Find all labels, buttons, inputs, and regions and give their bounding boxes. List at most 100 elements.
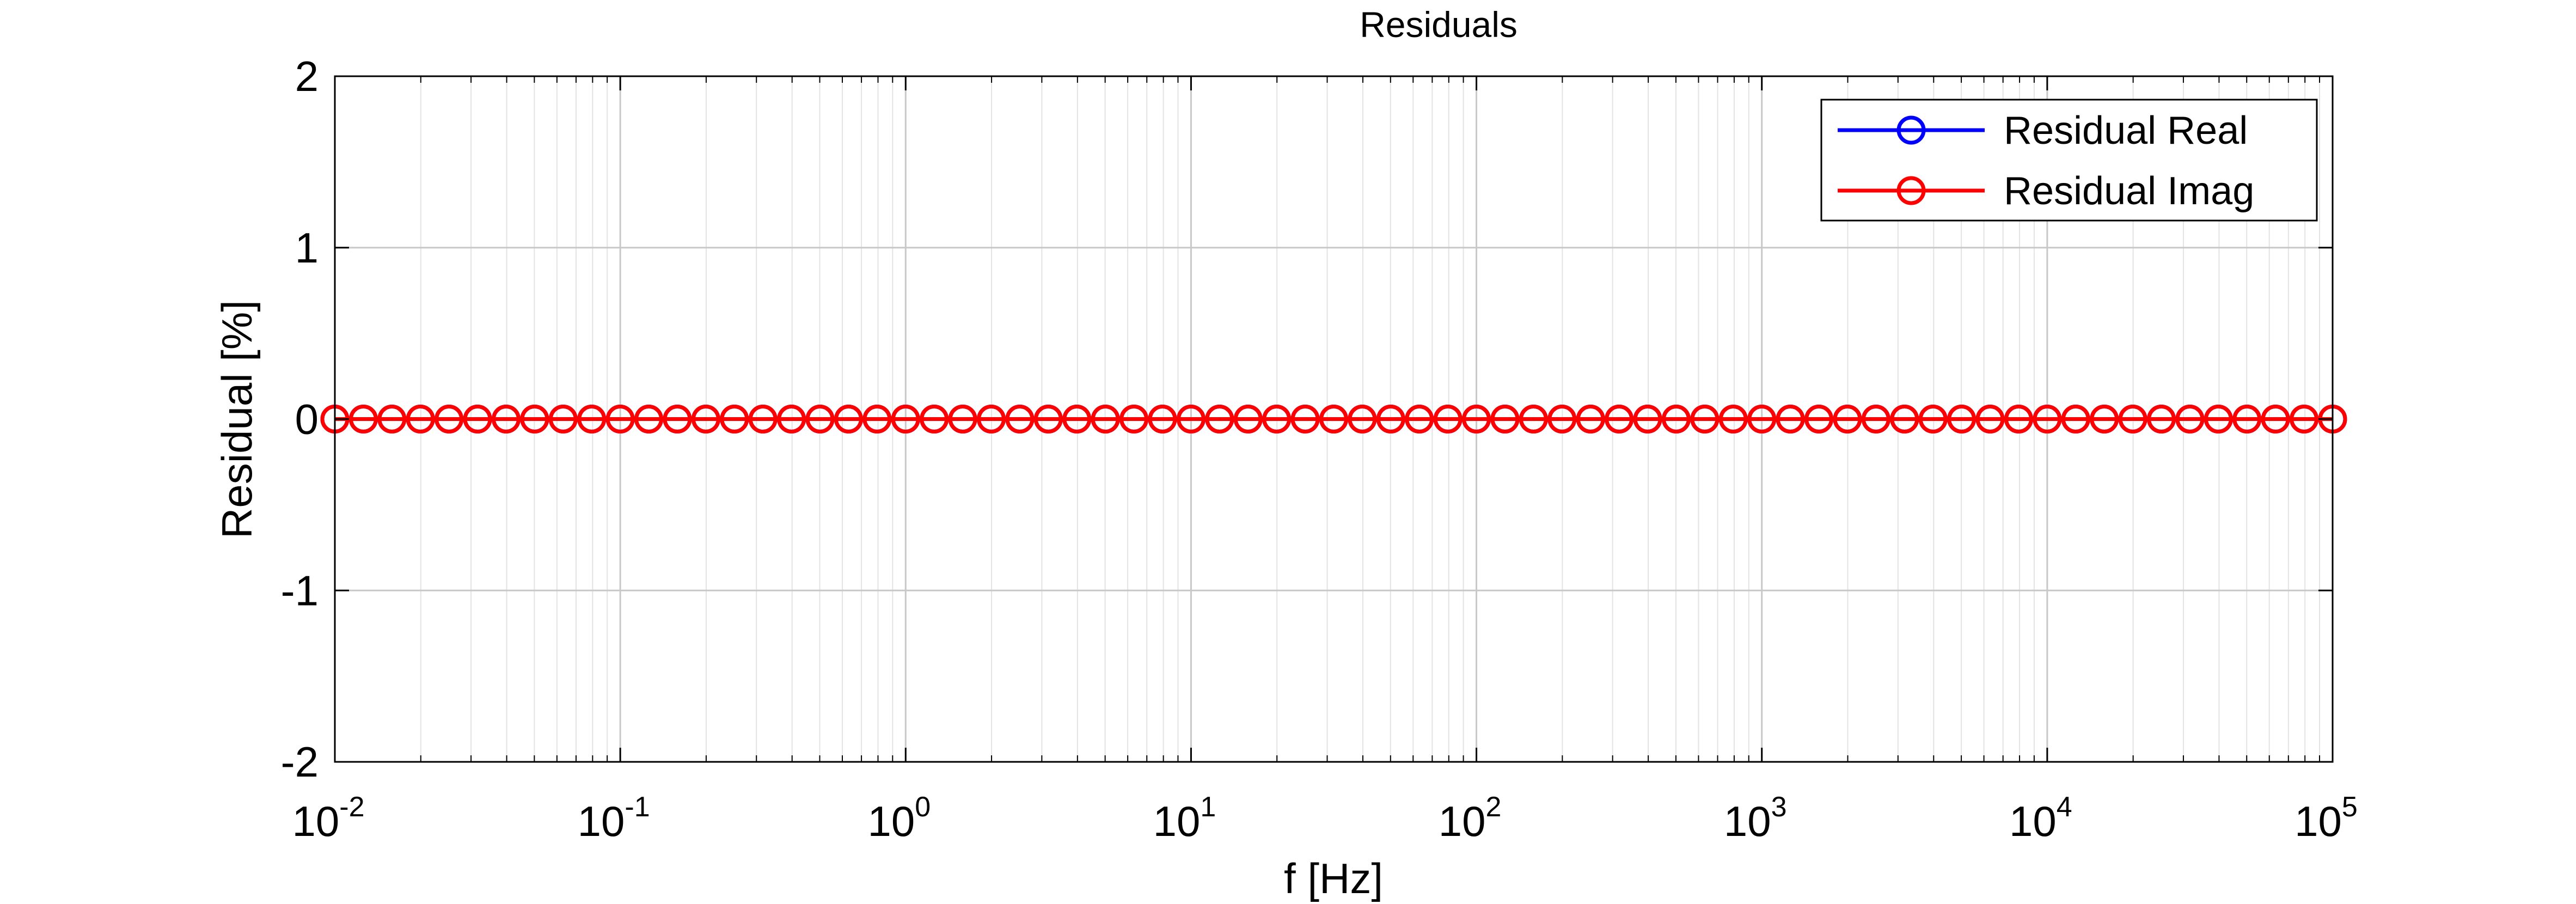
data-point <box>1005 405 1035 433</box>
data-point <box>834 405 863 433</box>
data-point <box>1547 405 1577 433</box>
data-point <box>720 405 749 433</box>
data-point <box>1148 405 1177 433</box>
chart-title: Residuals <box>1360 4 1518 45</box>
x-tick-exponent: 2 <box>1485 791 1501 823</box>
data-point <box>1176 405 1206 433</box>
data-point <box>520 405 549 433</box>
data-point <box>1718 405 1748 433</box>
data-point <box>1376 405 1405 433</box>
data-point <box>977 405 1006 433</box>
data-point <box>1490 405 1520 433</box>
legend: Residual Real Residual Imag <box>1820 99 2318 222</box>
data-point <box>691 405 720 433</box>
data-point <box>1433 405 1463 433</box>
data-point <box>2118 405 2147 433</box>
data-point <box>577 405 607 433</box>
data-point <box>2090 405 2119 433</box>
data-point <box>1947 405 1977 433</box>
data-point <box>1661 405 1691 433</box>
axis-ticks <box>334 75 2334 763</box>
data-point <box>2204 405 2233 433</box>
y-tick-labels: -2 -1 0 1 2 <box>281 52 319 786</box>
legend-entry-real: Residual Real <box>1838 109 2248 152</box>
data-point <box>1462 405 1491 433</box>
data-point <box>1519 405 1548 433</box>
y-tick-label: 2 <box>295 52 319 100</box>
legend-label-imag: Residual Imag <box>2004 169 2254 213</box>
data-point <box>2290 405 2319 433</box>
data-point <box>1833 405 1862 433</box>
x-tick-label: 103 <box>1724 791 1787 845</box>
data-point <box>2033 405 2062 433</box>
legend-label-real: Residual Real <box>2004 109 2248 152</box>
data-point <box>1405 405 1434 433</box>
data-point <box>1233 405 1263 433</box>
data-point <box>2261 405 2290 433</box>
y-tick-label: 1 <box>295 224 319 272</box>
x-tick-base: 10 <box>867 797 915 845</box>
x-tick-base: 10 <box>1439 797 1486 845</box>
data-point <box>1975 405 2005 433</box>
x-tick-base: 10 <box>1153 797 1201 845</box>
data-point <box>605 405 635 433</box>
x-tick-label: 101 <box>1153 791 1216 845</box>
data-point <box>2147 405 2176 433</box>
data-point <box>862 405 892 433</box>
data-point <box>1690 405 1720 433</box>
x-tick-base: 10 <box>1724 797 1771 845</box>
data-point <box>948 405 977 433</box>
y-tick-label: -2 <box>281 738 319 786</box>
legend-entry-imag: Residual Imag <box>1838 169 2254 213</box>
data-point <box>1262 405 1292 433</box>
x-tick-base: 10 <box>578 797 625 845</box>
x-tick-labels: 10-2 10-1 100 101 102 103 104 105 <box>292 791 2357 845</box>
y-tick-label: 0 <box>295 395 319 443</box>
data-point <box>2004 405 2033 433</box>
data-point <box>1633 405 1662 433</box>
x-tick-exponent: 3 <box>1771 791 1787 823</box>
x-tick-label: 10-1 <box>578 791 650 845</box>
data-point <box>1091 405 1120 433</box>
data-point <box>2232 405 2262 433</box>
data-point <box>1605 405 1634 433</box>
data-point <box>406 405 435 433</box>
series-layer <box>320 405 2347 433</box>
data-point <box>1205 405 1234 433</box>
x-tick-exponent: 4 <box>2057 791 2072 823</box>
data-point <box>491 405 521 433</box>
data-point <box>1861 405 1890 433</box>
data-point <box>1319 405 1348 433</box>
legend-marker-real <box>1896 115 1926 145</box>
data-point <box>1890 405 1919 433</box>
y-tick-label: -1 <box>281 566 319 614</box>
data-point <box>1033 405 1063 433</box>
data-point <box>1062 405 1092 433</box>
x-tick-label: 100 <box>867 791 931 845</box>
data-point <box>1776 405 1805 433</box>
x-tick-exponent: 5 <box>2342 791 2358 823</box>
data-point <box>891 405 920 433</box>
x-tick-label: 104 <box>2009 791 2072 845</box>
legend-marker-imag <box>1896 176 1926 205</box>
data-point <box>1348 405 1377 433</box>
data-point <box>1918 405 1948 433</box>
data-point <box>463 405 492 433</box>
x-tick-exponent: 0 <box>915 791 931 823</box>
data-point <box>920 405 949 433</box>
data-point <box>748 405 778 433</box>
data-point <box>2061 405 2090 433</box>
y-axis-label: Residual [%] <box>213 300 261 539</box>
x-tick-label: 102 <box>1439 791 1502 845</box>
data-point <box>2175 405 2205 433</box>
data-point <box>1804 405 1834 433</box>
data-point <box>1119 405 1149 433</box>
x-tick-exponent: 1 <box>1200 791 1216 823</box>
data-point <box>777 405 806 433</box>
x-tick-label: 10-2 <box>292 791 364 845</box>
data-point <box>348 405 378 433</box>
data-point <box>1290 405 1320 433</box>
data-point <box>435 405 464 433</box>
x-tick-base: 10 <box>2009 797 2057 845</box>
